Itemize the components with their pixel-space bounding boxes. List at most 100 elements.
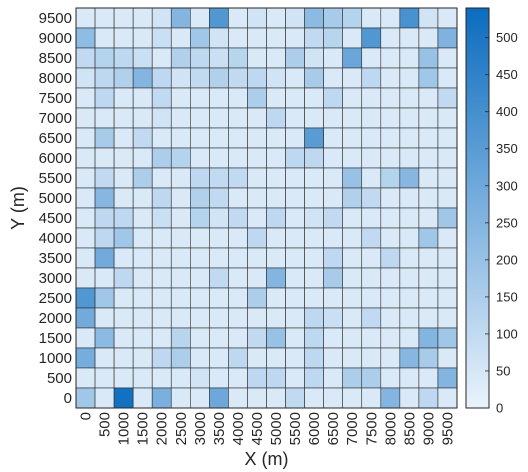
heatmap-cell — [132, 327, 153, 349]
heatmap-cell — [285, 207, 305, 229]
heatmap-cell — [209, 327, 229, 349]
heatmap-cell — [361, 7, 382, 29]
heatmap-cell — [75, 327, 96, 349]
heatmap-cell — [94, 187, 115, 209]
heatmap-cell — [418, 387, 439, 409]
heatmap-cell — [209, 267, 229, 289]
y-tick-label: 8000 — [39, 70, 72, 87]
heatmap-cell — [266, 107, 286, 129]
x-tick-label: 8000 — [382, 412, 399, 445]
heatmap-cell — [304, 67, 324, 89]
heatmap-cell — [94, 127, 115, 149]
heatmap-cell — [399, 7, 420, 29]
heatmap-cell — [437, 247, 458, 269]
heatmap-cell — [75, 147, 96, 169]
x-tick-label: 8500 — [401, 412, 418, 445]
heatmap-cell — [209, 127, 229, 149]
heatmap-cell — [266, 87, 286, 109]
heatmap-cell — [170, 207, 191, 229]
heatmap-cell — [399, 347, 420, 369]
x-axis-ticks: 0 500 1000 1500 2000 2500 3000 3500 4000 4500 5000… — [78, 412, 457, 445]
heatmap-cell — [323, 267, 343, 289]
heatmap-cell — [228, 267, 248, 289]
heatmap-cell — [380, 7, 401, 29]
heatmap-cell — [361, 67, 382, 89]
heatmap-cell — [418, 67, 439, 89]
heatmap-cell — [113, 287, 134, 309]
heatmap-cell — [113, 7, 134, 29]
heatmap-cell — [113, 387, 134, 409]
heatmap-cell — [285, 27, 305, 49]
heatmap-cell — [304, 227, 324, 249]
heatmap-cell — [304, 87, 324, 109]
heatmap-cell — [437, 307, 458, 329]
heatmap-cell — [380, 167, 401, 189]
heatmap-cell — [266, 307, 286, 329]
heatmap-cell — [75, 387, 96, 409]
heatmap-cell — [361, 307, 382, 329]
heatmap-cell — [323, 107, 343, 129]
heatmap-cell — [228, 347, 248, 369]
plot-frame — [75, 7, 458, 409]
heatmap-cell — [247, 287, 267, 309]
heatmap-cell — [361, 167, 382, 189]
heatmap-cell — [113, 307, 134, 329]
heatmap-cell — [190, 307, 210, 329]
heatmap-cell — [113, 207, 134, 229]
heatmap-cell — [418, 167, 439, 189]
heatmap-cell — [170, 327, 191, 349]
heatmap-cell — [266, 27, 286, 49]
heatmap-cell — [399, 307, 420, 329]
heatmap-cell — [94, 387, 115, 409]
heatmap-cell — [418, 307, 439, 329]
heatmap-cell — [304, 387, 324, 409]
heatmap-cell — [247, 207, 267, 229]
heatmap-cell — [228, 147, 248, 169]
heatmap-cell — [361, 247, 382, 269]
heatmap-cell — [209, 227, 229, 249]
heatmap-cell — [209, 307, 229, 329]
heatmap-cell — [132, 367, 153, 389]
heatmap-cell — [170, 247, 191, 269]
heatmap-cell — [94, 247, 115, 269]
heatmap-cell — [380, 67, 401, 89]
heatmap-cell — [113, 67, 134, 89]
heatmap-cell — [418, 367, 439, 389]
heatmap-cell — [190, 167, 210, 189]
heatmap-cell — [266, 387, 286, 409]
heatmap-cell — [342, 307, 363, 329]
heatmap-cell — [75, 367, 96, 389]
heatmap-cell — [323, 347, 343, 369]
heatmap-cell — [399, 107, 420, 129]
heatmap-cell — [132, 7, 153, 29]
heatmap-cell — [437, 347, 458, 369]
heatmap-cell — [113, 347, 134, 369]
heatmap-cell — [266, 287, 286, 309]
heatmap-cell — [304, 127, 324, 149]
heatmap-cell — [75, 187, 96, 209]
heatmap-cell — [304, 27, 324, 49]
heatmap-cell — [323, 167, 343, 189]
heatmap-cell — [304, 167, 324, 189]
heatmap-cell — [437, 87, 458, 109]
heatmap-cell — [304, 327, 324, 349]
heatmap-cell — [285, 247, 305, 269]
heatmap-cell — [247, 127, 267, 149]
heatmap-cell — [418, 247, 439, 269]
y-axis-ticks: 9500900085008000750070006500600055005000… — [39, 10, 72, 407]
y-tick-label: 2000 — [39, 310, 72, 327]
heatmap-cell — [380, 247, 401, 269]
heatmap-cell — [113, 327, 134, 349]
heatmap-cell — [94, 47, 115, 69]
heatmap-cell — [113, 27, 134, 49]
heatmap-cell — [113, 47, 134, 69]
heatmap-cell — [323, 287, 343, 309]
heatmap-cell — [151, 7, 172, 29]
y-tick-label: 1000 — [39, 350, 72, 367]
heatmap-cell — [228, 187, 248, 209]
heatmap-cell — [94, 207, 115, 229]
heatmap-cell — [323, 87, 343, 109]
heatmap-cell — [170, 287, 191, 309]
heatmap-cell — [266, 247, 286, 269]
colorbar-tick-label: 300 — [496, 178, 518, 193]
